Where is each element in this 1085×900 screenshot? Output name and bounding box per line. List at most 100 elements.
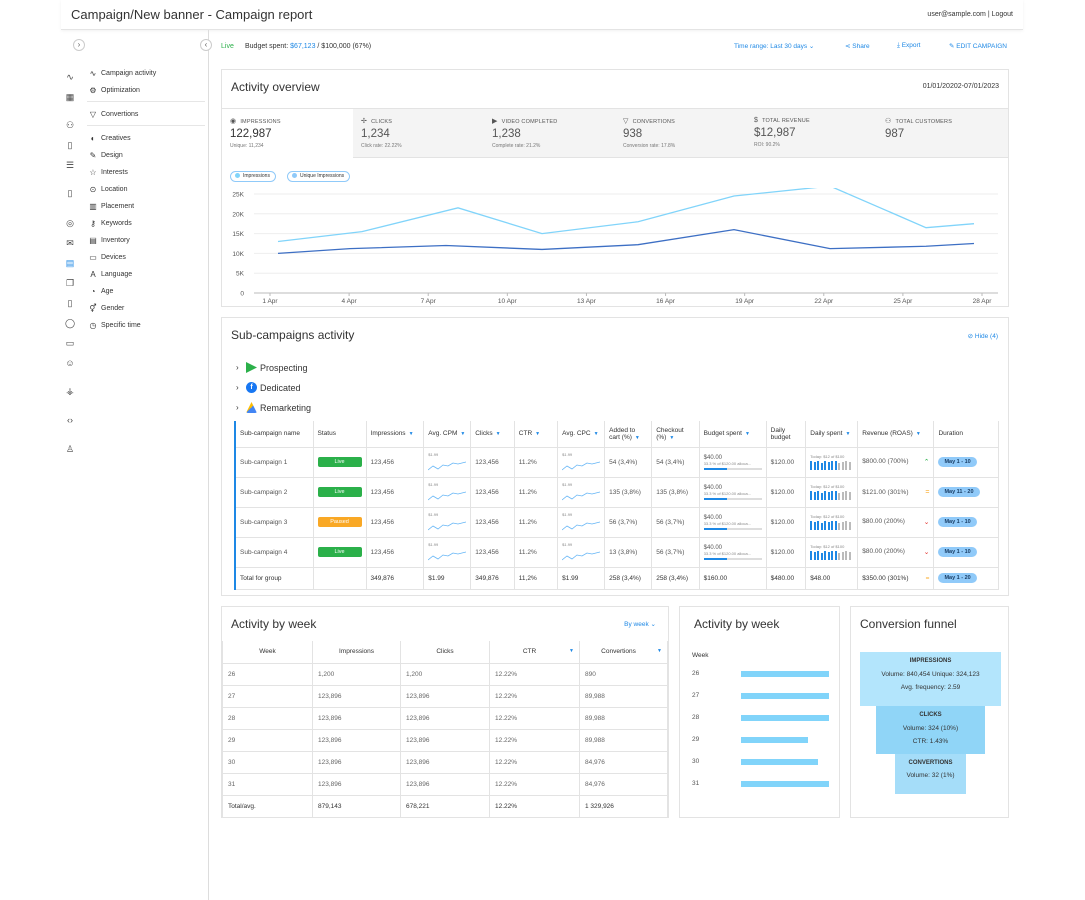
sidebar-item-convertions[interactable]: ▽ Convertions (88, 110, 138, 119)
duration-badge[interactable]: May 1 - 10 (938, 457, 977, 467)
column-header[interactable]: CTR ▼ (514, 421, 559, 448)
column-header-label: Avg. CPM (428, 430, 458, 438)
series-line-unique-impressions (277, 228, 975, 255)
budget-value: $40.00 (703, 484, 723, 491)
column-header[interactable]: Avg. CPM ▼ (423, 421, 472, 448)
time-range-dropdown[interactable]: Time range: Last 30 days ⌄ (734, 42, 814, 50)
sidebar-item-keywords[interactable]: ⚷ Keywords (88, 219, 132, 228)
table-row[interactable]: Sub-campaign 2 Live 123,456 $1.99 123,456 11.… (235, 477, 999, 508)
column-header-label: Daily budget (770, 426, 791, 441)
table-row[interactable]: 29 123,896 123,896 12.22% 89,988 (222, 728, 668, 752)
table-cell: 1,200 (400, 662, 490, 686)
phone-icon[interactable]: ▯ (67, 298, 73, 308)
share-button[interactable]: ⋖ Share (845, 42, 870, 50)
legend-unique-impressions[interactable]: Unique Impressions (287, 171, 351, 182)
column-header[interactable]: Revenue (ROAS) ▼ (857, 421, 935, 448)
user-logout-link[interactable]: user@sample.com | Logout (927, 11, 1013, 18)
edit-campaign-button[interactable]: ✎ EDIT CAMPAIGN (949, 42, 1007, 50)
expand-rail-chevron-icon[interactable]: › (73, 39, 85, 51)
column-header[interactable]: Added to cart (%) ▼ (604, 421, 653, 448)
table-row[interactable]: Sub-campaign 1 Live 123,456 $1.99 123,456 11.… (235, 447, 999, 478)
table-row[interactable]: Sub-campaign 3 Paused 123,456 $1.99 123,456 1… (235, 507, 999, 538)
table-row[interactable]: 28 123,896 123,896 12.22% 89,988 (222, 706, 668, 730)
whatsapp-icon[interactable]: ◯ (65, 318, 76, 328)
column-header[interactable]: Clicks ▼ (470, 421, 515, 448)
duration-badge[interactable]: May 11 - 20 (938, 487, 980, 497)
funnel-stage-convertions[interactable]: CONVERTIONS Volume: 32 (1%) (895, 754, 966, 794)
by-week-dropdown[interactable]: By week ⌄ (624, 620, 656, 628)
week-bar[interactable] (741, 671, 829, 677)
sub-campaign-name: Sub-campaign 3 (235, 507, 314, 538)
week-bar[interactable] (741, 737, 808, 743)
daily-budget-cell: $120.00 (766, 507, 807, 538)
sidebar-item-placement[interactable]: ▥ Placement (88, 202, 134, 211)
sidebar-item-age[interactable]: ◔ Age (88, 287, 114, 296)
sidebar-item-inventory[interactable]: ▤ Inventory (88, 236, 130, 245)
sidebar-item-optimization[interactable]: ⚙ Optimization (88, 86, 140, 95)
kpi-video-completed[interactable]: ▶ VIDEO COMPLETED 1,238 Complete rate: 21.2… (484, 109, 615, 159)
kpi-impressions[interactable]: ◉ IMPRESSIONS 122,987 Unique: 11,234 (222, 109, 353, 159)
kpi-total-revenue[interactable]: $ TOTAL REVENUE $12,987 ROI: 90.2% (746, 109, 877, 159)
revenue-cell: $121.00 (301%) = (857, 477, 935, 508)
column-header[interactable]: CTR ▼ (489, 641, 580, 664)
group-prospecting[interactable]: › Prospecting (236, 362, 308, 373)
collapse-sidebar-chevron-icon[interactable]: ‹ (200, 39, 212, 51)
week-bar[interactable] (741, 693, 829, 699)
mail-icon[interactable]: ✉ (66, 238, 74, 248)
checkout-cell: 56 (3,7%) (651, 507, 700, 538)
sidebar-item-specific-time[interactable]: ◷ Specific time (88, 321, 141, 330)
sidebar-item-campaign-activity[interactable]: ∿ Campaign activity (88, 69, 157, 78)
table-row[interactable]: 30 123,896 123,896 12.22% 84,976 (222, 750, 668, 774)
user-icon[interactable]: ♙ (65, 444, 75, 454)
google-ads-icon (246, 402, 257, 413)
sidebar-item-interests[interactable]: ☆ Interests (88, 168, 127, 177)
calendar-icon[interactable]: ▦ (65, 92, 75, 102)
column-header[interactable]: Budget spent ▼ (699, 421, 767, 448)
group-dedicated[interactable]: › f Dedicated (236, 382, 301, 393)
legend-impressions[interactable]: Impressions (230, 171, 276, 182)
funnel-stage-impressions[interactable]: IMPRESSIONS Volume: 840,454 Unique: 324,… (860, 652, 1001, 706)
export-button[interactable]: ⤓ Export (897, 42, 920, 50)
chat-icon[interactable]: ▭ (65, 338, 75, 348)
robot-icon[interactable]: ☺ (65, 358, 75, 368)
duration-badge[interactable]: May 1 - 10 (938, 517, 977, 527)
column-header[interactable]: Daily spent ▼ (805, 421, 859, 448)
kpi-value: 122,987 (230, 128, 272, 140)
column-header[interactable]: Impressions ▼ (366, 421, 425, 448)
table-row[interactable]: Sub-campaign 4 Live 123,456 $1.99 123,456 11.… (235, 537, 999, 568)
sort-icon: ▼ (593, 431, 599, 438)
duration-badge[interactable]: May 1 - 20 (938, 573, 977, 583)
table-row[interactable]: 31 123,896 123,896 12.22% 84,976 (222, 772, 668, 796)
duration-badge[interactable]: May 1 - 10 (938, 547, 977, 557)
activity-icon[interactable]: ∿ (66, 72, 74, 82)
book-icon[interactable]: ▯ (67, 188, 73, 198)
sidebar-item-gender[interactable]: ⚥ Gender (88, 304, 124, 313)
column-header[interactable]: Convertions ▼ (579, 641, 668, 664)
kpi-convertions[interactable]: ▽ CONVERTIONS 938 Conversion rate: 17.8% (615, 109, 746, 159)
column-header[interactable]: Avg. CPC ▼ (557, 421, 606, 448)
stack-icon[interactable]: ❐ (65, 278, 75, 288)
sidebar-item-design[interactable]: ✎ Design (88, 151, 123, 160)
sidebar-item-creatives[interactable]: ◐ Creatives (88, 134, 131, 143)
group-remarketing[interactable]: › Remarketing (236, 402, 311, 413)
people-icon[interactable]: ⚇ (65, 120, 75, 130)
week-bar[interactable] (741, 715, 829, 721)
kpi-clicks[interactable]: ✢ CLICKS 1,234 Click rate: 22.22% (353, 109, 484, 159)
kpi-total-customers[interactable]: ⚇ TOTAL CUSTOMERS 987 (877, 109, 1008, 159)
code-icon[interactable]: ‹› (67, 415, 73, 425)
week-bar[interactable] (741, 781, 829, 787)
list-icon[interactable]: ☰ (65, 160, 75, 170)
sidebar-item-language[interactable]: A Language (88, 270, 132, 279)
table-row[interactable]: 26 1,200 1,200 12.22% 890 (222, 662, 668, 686)
hierarchy-icon[interactable]: ⚶ (66, 386, 74, 396)
table-row[interactable]: 27 123,896 123,896 12.22% 89,988 (222, 684, 668, 708)
sidebar-item-location[interactable]: ⊙ Location (88, 185, 128, 194)
week-bar[interactable] (741, 759, 819, 765)
campaign-icon[interactable]: ▤ (65, 258, 75, 268)
document-icon[interactable]: ▯ (67, 140, 73, 150)
hide-button[interactable]: ⊘ Hide (4) (968, 332, 998, 340)
column-header[interactable]: Checkout (%) ▼ (651, 421, 700, 448)
target-icon[interactable]: ◎ (66, 218, 74, 228)
funnel-stage-clicks[interactable]: CLICKS Volume: 324 (10%) CTR: 1.43% (876, 706, 985, 754)
sidebar-item-devices[interactable]: ▭ Devices (88, 253, 126, 262)
